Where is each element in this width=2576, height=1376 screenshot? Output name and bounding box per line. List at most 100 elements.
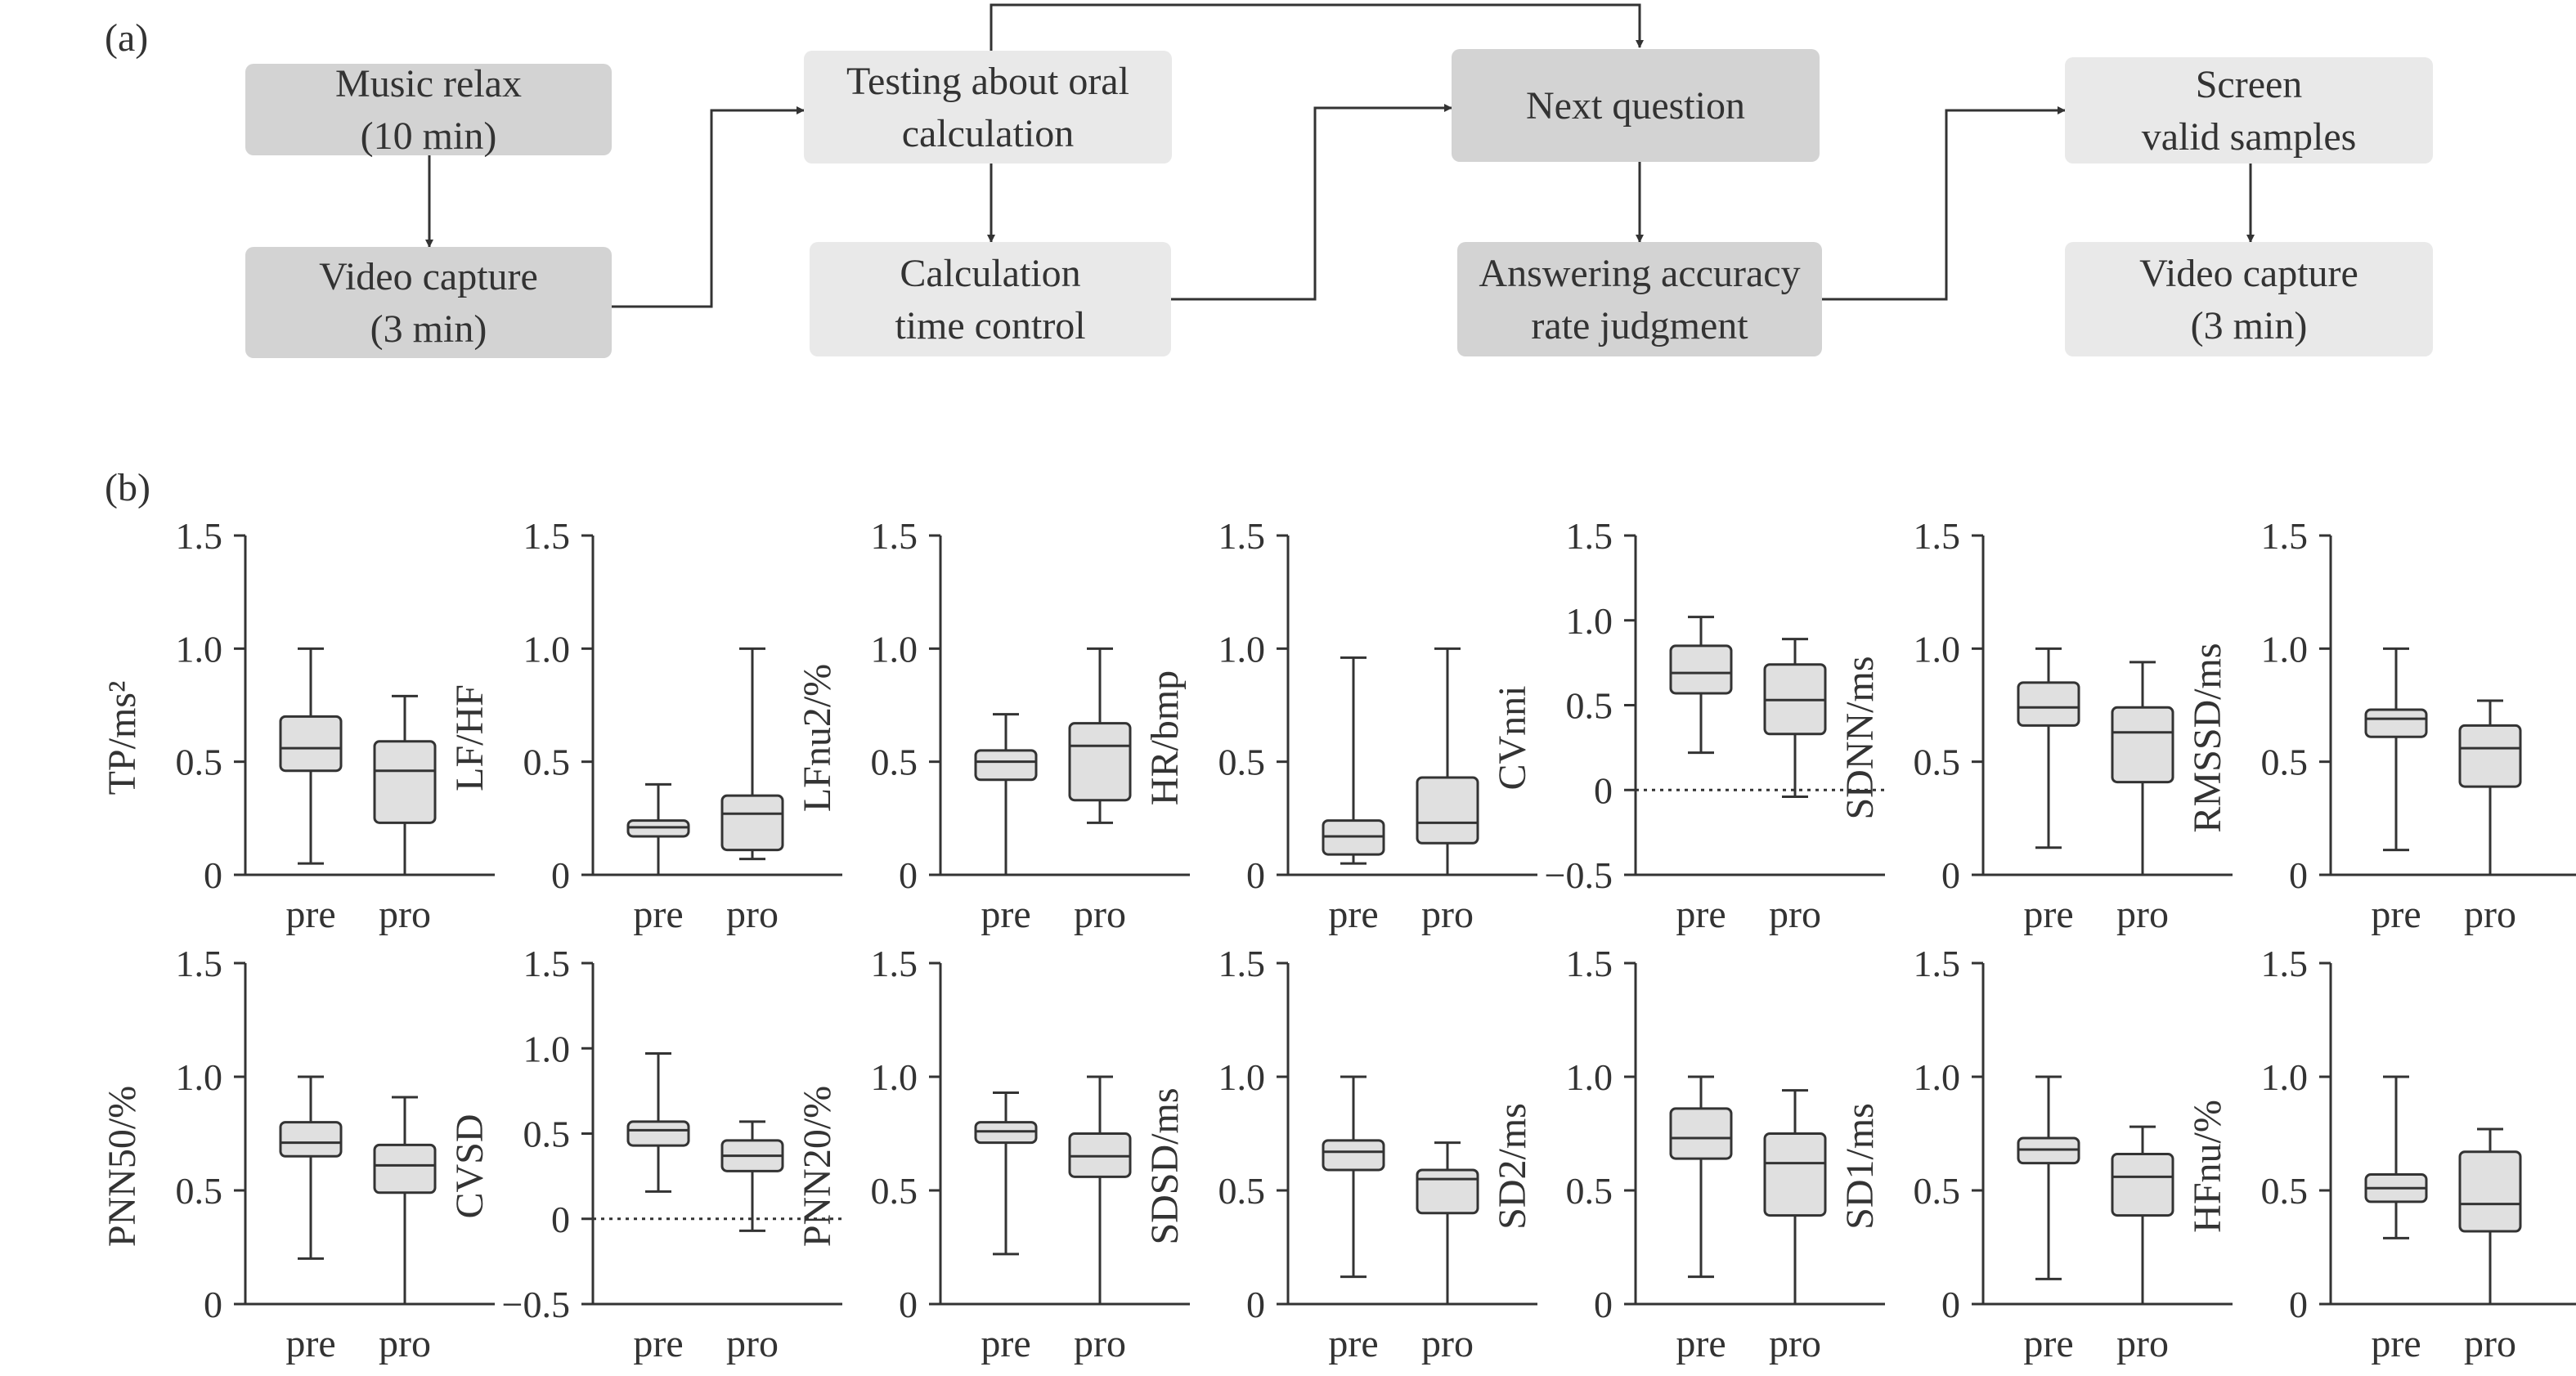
y-tick-label: 0.5 xyxy=(176,1170,223,1212)
y-axis-label: HFnu/% xyxy=(2186,1100,2229,1233)
y-axis-label: PNN20/% xyxy=(796,1086,839,1247)
box-pro xyxy=(1763,1089,1827,1306)
y-tick-label: 1.5 xyxy=(1218,943,1266,984)
iqr-box xyxy=(279,1121,343,1158)
y-tick-label: 1.5 xyxy=(523,943,571,984)
boxplot-panel: 0 0.5 1.0 1.5 HFnu/% pre pro xyxy=(2186,943,2576,1365)
y-tick-label: 0 xyxy=(204,854,222,896)
flow-box-bg xyxy=(2065,57,2433,164)
box-pre xyxy=(626,782,690,876)
boxplot-panel: 0 0.5 1.0 1.5 TP/ms² pre pro xyxy=(101,515,495,936)
box-pro xyxy=(1068,647,1132,824)
x-tick-label: pre xyxy=(633,1322,683,1365)
y-tick-label: 1.0 xyxy=(176,628,223,670)
y-tick-label: −0.5 xyxy=(502,1284,570,1325)
panel-a: (a) Music relax (10 min) Video capture (3 m… xyxy=(105,3,2433,358)
box-pre xyxy=(1322,1075,1385,1279)
y-axis-label: SDSD/ms xyxy=(1143,1087,1187,1244)
y-tick-label: 1.0 xyxy=(871,628,918,670)
y-tick-label: 0 xyxy=(1941,1284,1960,1325)
y-tick-label: −0.5 xyxy=(1545,854,1613,896)
flow-box-text: Next question xyxy=(1526,84,1745,128)
y-tick-label: 0 xyxy=(2289,854,2308,896)
iqr-box xyxy=(2364,708,2428,738)
flow-box-bg xyxy=(810,242,1171,356)
x-tick-label: pro xyxy=(2116,1322,2169,1365)
flow-box-text: valid samples xyxy=(2142,115,2357,159)
x-tick-label: pre xyxy=(1676,1322,1726,1365)
flow-box-music: Music relax (10 min) xyxy=(245,62,612,158)
box-pro xyxy=(1416,1141,1479,1306)
box-pre xyxy=(1669,616,1733,755)
flow-box-calctime: Calculation time control xyxy=(810,242,1171,356)
flowchart-boxes: Music relax (10 min) Video capture (3 min) T… xyxy=(245,49,2433,358)
box-pro xyxy=(2111,1125,2174,1306)
box-pre xyxy=(1669,1075,1733,1279)
box-pre xyxy=(974,1091,1038,1256)
x-tick-label: pre xyxy=(2023,893,2073,936)
flow-box-text: (10 min) xyxy=(361,114,497,158)
box-pre xyxy=(626,1052,690,1193)
boxplot-panel: −0.5 0 0.5 1.0 1.5 CVSD pre pro xyxy=(448,943,842,1365)
y-axis-label: SD2/ms xyxy=(1491,1103,1534,1230)
iqr-box xyxy=(2458,724,2522,788)
y-tick-label: 0 xyxy=(2289,1284,2308,1325)
flow-box-video2: Video capture (3 min) xyxy=(2065,242,2433,356)
y-tick-label: 1.5 xyxy=(1914,943,1961,984)
boxplot-panel: 0 0.5 1.0 1.5 SD2/ms pre pro xyxy=(1491,943,1885,1365)
box-pro xyxy=(720,647,784,861)
boxplot-panel: 0 0.5 1.0 1.5 RMSSD/ms pre pro xyxy=(2186,515,2576,936)
boxplot-panel: 0 0.5 1.0 1.5 HR/bmp pre pro xyxy=(1143,515,1537,936)
x-tick-label: pre xyxy=(633,893,683,936)
y-tick-label: 1.0 xyxy=(1566,600,1613,642)
y-axis-label: LF/HF xyxy=(448,684,491,791)
iqr-box xyxy=(626,1120,690,1147)
x-tick-label: pre xyxy=(1328,1322,1378,1365)
iqr-box xyxy=(1416,1168,1479,1215)
y-tick-label: 0 xyxy=(1594,1284,1613,1325)
x-tick-label: pro xyxy=(726,1322,779,1365)
box-pre xyxy=(279,647,343,865)
x-tick-label: pre xyxy=(285,893,335,936)
y-tick-label: 0.5 xyxy=(1566,1170,1613,1212)
y-tick-label: 0 xyxy=(1594,769,1613,811)
y-tick-label: 1.5 xyxy=(523,515,571,557)
flow-box-bg xyxy=(245,247,612,358)
flow-box-text: Answering accuracy xyxy=(1479,252,1800,295)
y-tick-label: 1.5 xyxy=(1566,943,1613,984)
x-tick-label: pro xyxy=(726,893,779,936)
y-axis-label: PNN50/% xyxy=(101,1086,144,1247)
flow-box-text: Screen xyxy=(2196,63,2303,106)
y-tick-label: 0.5 xyxy=(523,1114,571,1155)
y-tick-label: 0.5 xyxy=(1566,685,1613,727)
box-pro xyxy=(720,1120,784,1232)
box-pre xyxy=(279,1075,343,1260)
y-tick-label: 0.5 xyxy=(2261,1170,2309,1212)
y-tick-label: 1.0 xyxy=(2261,1056,2309,1098)
iqr-box xyxy=(720,794,784,852)
iqr-box xyxy=(373,1143,437,1194)
box-pro xyxy=(1763,638,1827,799)
iqr-box xyxy=(2458,1150,2522,1233)
y-tick-label: 1.0 xyxy=(1914,1056,1961,1098)
box-pre xyxy=(2364,1075,2428,1239)
box-pre xyxy=(974,713,1038,876)
iqr-box xyxy=(1416,776,1479,845)
x-tick-label: pro xyxy=(379,1322,431,1365)
arrow-testing-loop-to-nextq xyxy=(990,3,1644,59)
flow-box-bg xyxy=(245,64,612,155)
y-tick-label: 1.0 xyxy=(1566,1056,1613,1098)
y-tick-label: 0.5 xyxy=(871,1170,918,1212)
y-tick-label: 1.0 xyxy=(871,1056,918,1098)
panel-b-label: (b) xyxy=(105,466,150,509)
x-tick-label: pre xyxy=(2023,1322,2073,1365)
x-tick-label: pre xyxy=(285,1322,335,1365)
y-tick-label: 0 xyxy=(551,854,570,896)
box-pro xyxy=(2458,699,2522,876)
y-axis-label: CVSD xyxy=(448,1114,491,1218)
flow-box-text: time control xyxy=(895,304,1085,347)
y-tick-label: 0 xyxy=(551,1199,570,1240)
y-tick-label: 0.5 xyxy=(871,742,918,783)
flow-box-text: Calculation xyxy=(900,252,1080,295)
